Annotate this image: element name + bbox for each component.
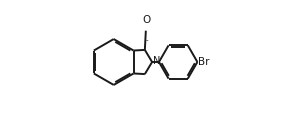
Text: O: O [142, 15, 151, 25]
Text: Br: Br [198, 57, 210, 67]
Text: N: N [153, 56, 160, 66]
